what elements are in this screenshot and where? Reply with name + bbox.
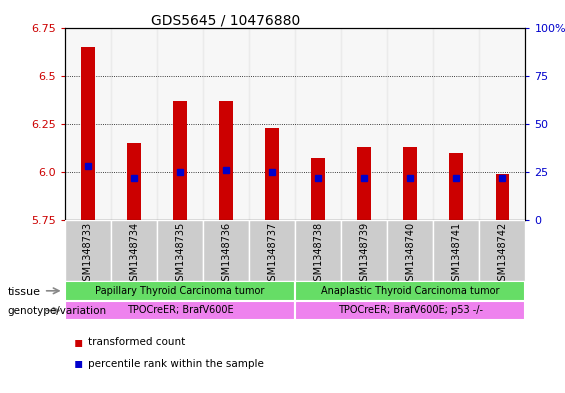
Bar — [127, 143, 141, 220]
Bar — [496, 174, 509, 220]
Text: GSM1348740: GSM1348740 — [405, 222, 415, 287]
Bar — [388, 220, 433, 281]
Bar — [111, 220, 157, 281]
Bar — [203, 28, 249, 220]
Text: GSM1348738: GSM1348738 — [313, 222, 323, 287]
Text: ▪: ▪ — [73, 335, 83, 349]
Bar — [295, 220, 341, 281]
Text: GSM1348741: GSM1348741 — [451, 222, 462, 287]
Bar — [295, 28, 341, 220]
Text: TPOCreER; BrafV600E; p53 -/-: TPOCreER; BrafV600E; p53 -/- — [338, 305, 483, 316]
Text: GSM1348739: GSM1348739 — [359, 222, 370, 287]
Bar — [249, 28, 295, 220]
Bar — [433, 220, 479, 281]
Bar — [479, 220, 525, 281]
Text: GSM1348734: GSM1348734 — [129, 222, 139, 287]
Text: Anaplastic Thyroid Carcinoma tumor: Anaplastic Thyroid Carcinoma tumor — [321, 286, 499, 296]
Bar — [341, 28, 388, 220]
Bar — [311, 158, 325, 220]
Bar — [295, 301, 525, 320]
Bar — [219, 101, 233, 220]
Bar — [266, 128, 279, 220]
Bar — [388, 28, 433, 220]
Text: TPOCreER; BrafV600E: TPOCreER; BrafV600E — [127, 305, 233, 316]
Bar — [157, 220, 203, 281]
Bar — [111, 28, 157, 220]
Bar — [65, 28, 111, 220]
Bar — [479, 28, 525, 220]
Bar — [358, 147, 371, 220]
Bar — [81, 47, 95, 220]
Bar — [157, 28, 203, 220]
Text: GSM1348737: GSM1348737 — [267, 222, 277, 287]
Bar — [249, 220, 295, 281]
Text: GSM1348735: GSM1348735 — [175, 222, 185, 287]
Text: genotype/variation: genotype/variation — [7, 306, 106, 316]
Bar — [295, 281, 525, 301]
Text: GSM1348742: GSM1348742 — [497, 222, 507, 287]
Bar — [65, 281, 295, 301]
Bar — [341, 220, 388, 281]
Bar — [403, 147, 417, 220]
Bar — [65, 220, 111, 281]
Text: GSM1348733: GSM1348733 — [83, 222, 93, 287]
Text: percentile rank within the sample: percentile rank within the sample — [88, 358, 263, 369]
Bar — [450, 153, 463, 220]
Bar — [65, 301, 295, 320]
Text: GSM1348736: GSM1348736 — [221, 222, 231, 287]
Text: tissue: tissue — [7, 286, 40, 297]
Text: ▪: ▪ — [73, 356, 83, 371]
Text: Papillary Thyroid Carcinoma tumor: Papillary Thyroid Carcinoma tumor — [95, 286, 265, 296]
Bar — [173, 101, 187, 220]
Bar — [433, 28, 479, 220]
Text: transformed count: transformed count — [88, 337, 185, 347]
Text: GDS5645 / 10476880: GDS5645 / 10476880 — [151, 14, 301, 28]
Bar — [203, 220, 249, 281]
